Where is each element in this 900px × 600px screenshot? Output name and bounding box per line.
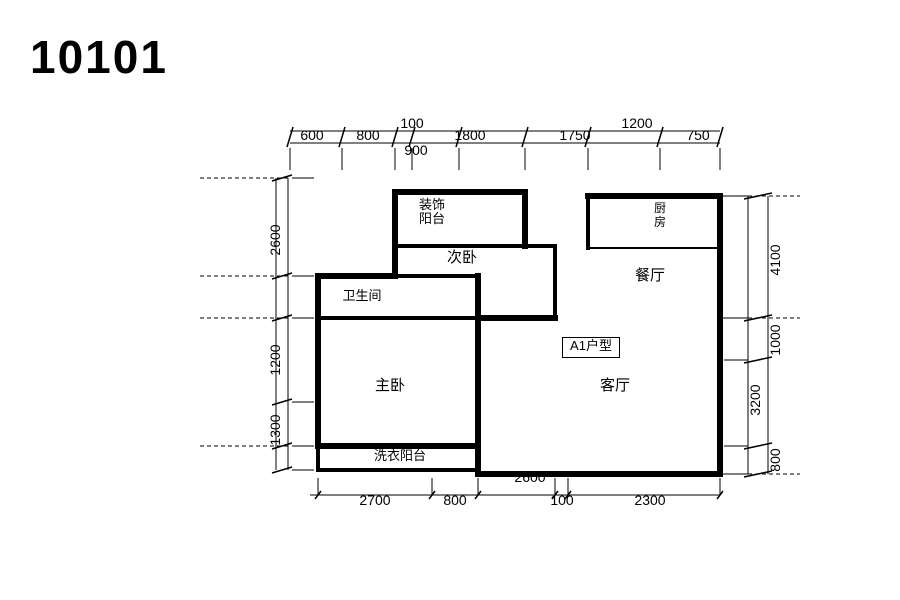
svg-text:4100: 4100: [767, 244, 783, 275]
svg-text:800: 800: [443, 492, 467, 508]
unit-id-label: 10101: [30, 30, 168, 84]
svg-text:2600: 2600: [267, 224, 283, 255]
svg-text:1200: 1200: [621, 115, 652, 131]
svg-text:100: 100: [550, 492, 574, 508]
svg-text:1200: 1200: [267, 344, 283, 375]
svg-text:800: 800: [356, 127, 380, 143]
svg-text:2600: 2600: [514, 469, 545, 485]
svg-text:1750: 1750: [559, 127, 590, 143]
svg-text:900: 900: [404, 142, 428, 158]
svg-text:餐厅: 餐厅: [635, 267, 665, 284]
plan-type-text: A1户型: [570, 338, 612, 353]
svg-text:房: 房: [654, 214, 666, 229]
svg-text:卫生间: 卫生间: [342, 288, 381, 303]
svg-text:750: 750: [686, 127, 710, 143]
floorplan-canvas: 10101 装饰阳台次卧 厨房餐厅卫生间主卧 客厅洗衣阳台 600 800 100 180…: [0, 0, 900, 600]
svg-text:主卧: 主卧: [375, 377, 405, 394]
svg-text:1800: 1800: [454, 127, 485, 143]
svg-text:阳台: 阳台: [419, 211, 445, 226]
svg-text:1300: 1300: [267, 414, 283, 445]
svg-text:100: 100: [400, 115, 424, 131]
svg-text:800: 800: [767, 448, 783, 472]
svg-text:装饰: 装饰: [419, 197, 445, 212]
svg-text:3200: 3200: [747, 384, 763, 415]
svg-text:2300: 2300: [634, 492, 665, 508]
svg-text:1000: 1000: [767, 324, 783, 355]
plan-type-badge: A1户型: [562, 337, 620, 358]
svg-text:厨: 厨: [654, 201, 666, 215]
svg-text:600: 600: [300, 127, 324, 143]
floorplan-svg: 装饰阳台次卧 厨房餐厅卫生间主卧 客厅洗衣阳台 600 800 100 1800 900 17…: [0, 0, 900, 600]
svg-text:次卧: 次卧: [447, 249, 477, 266]
svg-text:2700: 2700: [359, 492, 390, 508]
svg-text:洗衣阳台: 洗衣阳台: [374, 448, 426, 463]
svg-text:客厅: 客厅: [600, 377, 630, 394]
